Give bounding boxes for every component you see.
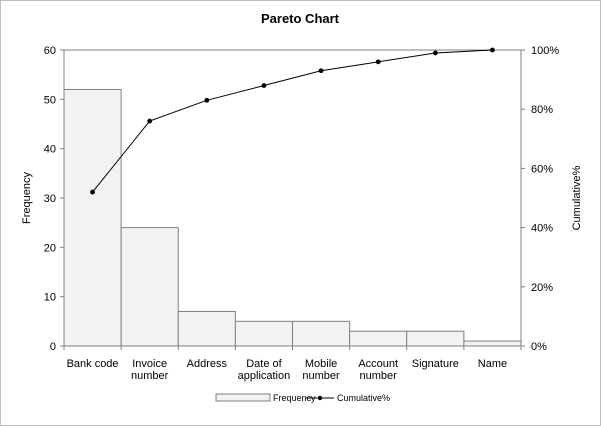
cumulative-point-6 — [432, 50, 438, 56]
cumulative-line — [92, 49, 493, 193]
cumulative-point-3 — [261, 83, 267, 88]
x-tick-label-1: Invoice number — [131, 358, 169, 382]
x-tick-label-4: Mobile number — [302, 358, 340, 382]
cumulative-point-5 — [375, 59, 381, 65]
x-tick-label-5: Account number — [358, 358, 398, 382]
legend-cumulative-label: Cumulative% — [337, 393, 390, 403]
legend: Frequency Cumulative% — [215, 393, 390, 403]
cumulative-point-0 — [90, 189, 95, 195]
x-tick-label-2: Address — [187, 358, 228, 370]
x-tick-label-7: Name — [478, 358, 507, 370]
bar-7 — [463, 340, 522, 347]
y2-axis-label: Cumulative% — [571, 165, 583, 230]
right-axis-ticks: 0% 20% 40% 60% 80% 100% — [521, 45, 559, 353]
y2-tick-label-0: 0% — [531, 341, 547, 353]
legend-frequency-label: Frequency — [273, 393, 316, 403]
y-tick-label-0: 0 — [50, 341, 56, 353]
bar-5 — [349, 330, 408, 347]
bar-0 — [63, 88, 122, 347]
y2-tick-label-4: 80% — [531, 104, 553, 116]
x-axis-ticks: Bank code Invoice number Address Date of appl… — [63, 346, 522, 382]
y-tick-label-4: 40 — [44, 144, 56, 156]
y2-tick-label-1: 20% — [531, 282, 553, 294]
chart-title: Pareto Chart — [261, 11, 340, 26]
y-tick-label-2: 20 — [44, 242, 56, 254]
x-tick-label-3: Date of application — [238, 358, 291, 382]
y-tick-label-6: 60 — [44, 45, 56, 57]
y-axis-label: Frequency — [21, 172, 33, 224]
y2-tick-label-2: 40% — [531, 223, 553, 235]
x-tick-label-0: Bank code — [67, 358, 119, 370]
y2-tick-label-3: 60% — [531, 163, 553, 175]
y2-tick-label-5: 100% — [531, 45, 559, 57]
x-tick-label-6: Signature — [412, 358, 459, 370]
y-tick-label-3: 30 — [44, 193, 56, 205]
bar-1 — [120, 227, 179, 347]
cumulative-point-7 — [490, 47, 495, 53]
left-axis-ticks: 0 10 20 30 40 50 60 — [44, 45, 64, 353]
bar-6 — [406, 330, 465, 347]
bar-3 — [234, 320, 293, 347]
cumulative-series — [90, 47, 495, 195]
legend-cumulative-marker — [317, 395, 323, 401]
bar-2 — [177, 310, 236, 347]
y-tick-label-1: 10 — [44, 292, 56, 304]
y-tick-label-5: 50 — [44, 94, 56, 106]
legend-frequency-swatch — [215, 393, 271, 402]
cumulative-point-4 — [318, 68, 324, 74]
cumulative-point-1 — [147, 118, 153, 124]
bar-4 — [292, 320, 351, 347]
bar-series — [63, 88, 522, 347]
cumulative-point-2 — [204, 97, 210, 103]
